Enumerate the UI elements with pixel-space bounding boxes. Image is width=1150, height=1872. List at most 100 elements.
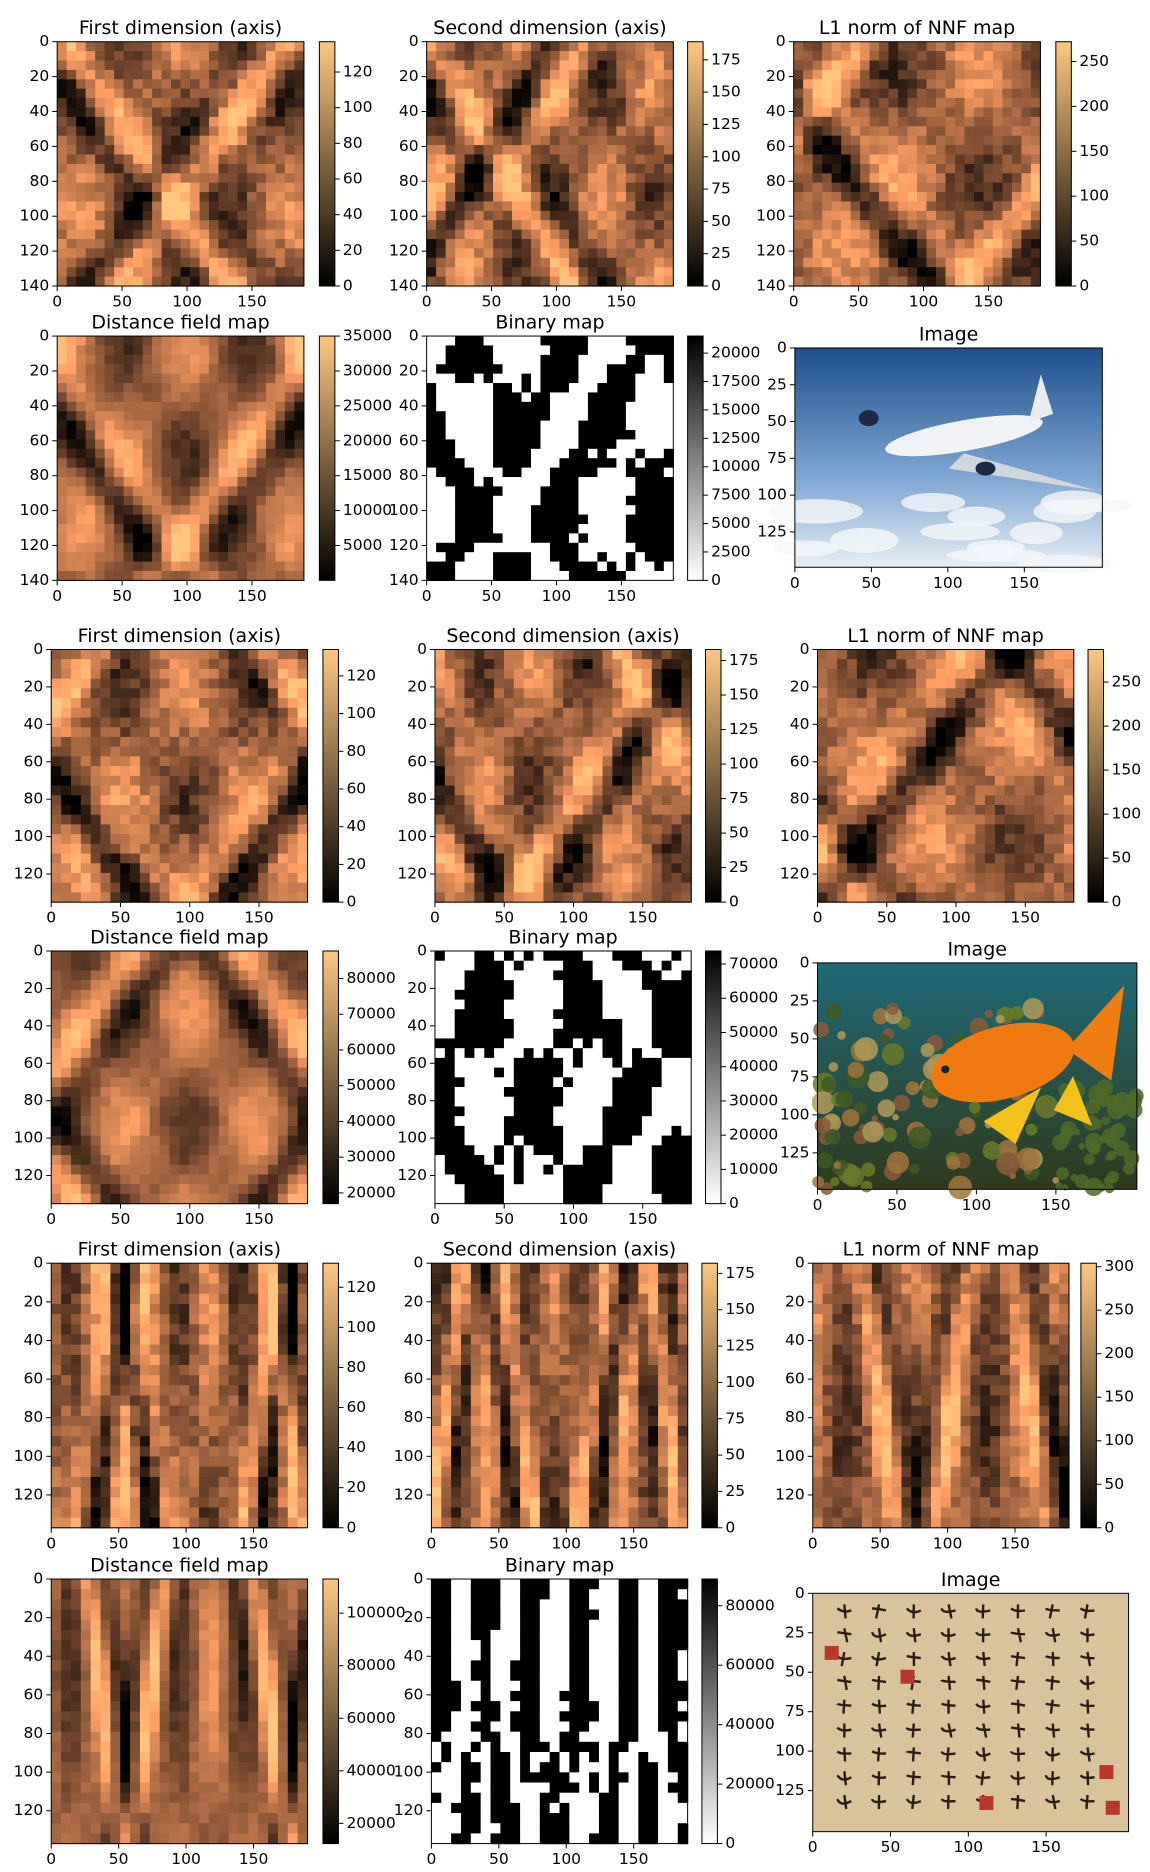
- heatmap-cell: [209, 659, 219, 669]
- photo-cloud: [1010, 522, 1063, 544]
- heatmap-cell: [190, 430, 200, 440]
- heatmap-cell: [681, 718, 691, 728]
- heatmap-cell: [524, 659, 534, 669]
- heatmap-cell: [841, 42, 851, 52]
- heatmap-cell: [597, 220, 607, 230]
- heatmap-cell: [1012, 117, 1022, 127]
- heatmap-cell: [652, 649, 662, 659]
- heatmap-cell: [124, 562, 134, 572]
- heatmap-cell: [285, 173, 295, 183]
- heatmap-cell: [588, 345, 598, 355]
- heatmap-cell: [635, 248, 645, 258]
- heatmap-cell: [200, 173, 210, 183]
- heatmap-cell: [143, 201, 153, 211]
- heatmap-cell: [1021, 267, 1031, 277]
- heatmap-cell: [105, 505, 115, 515]
- heatmap-cell: [635, 277, 645, 287]
- heatmap-cell: [522, 201, 532, 211]
- heatmap-cell: [654, 211, 664, 221]
- heatmap-cell: [803, 183, 813, 193]
- heatmap-cell: [474, 776, 484, 786]
- heatmap-cell: [573, 747, 583, 757]
- heatmap-cell: [652, 854, 662, 864]
- heatmap-cell: [152, 543, 162, 553]
- heatmap-cell: [531, 107, 541, 117]
- heatmap-cell: [247, 192, 257, 202]
- photo-cloud: [1033, 500, 1096, 523]
- heatmap-cell: [114, 345, 124, 355]
- heatmap-cell: [1012, 211, 1022, 221]
- heatmap-cell: [597, 42, 607, 52]
- heatmap-cell: [150, 805, 160, 815]
- heatmap-cell: [256, 345, 266, 355]
- x-tick-label: 100: [909, 293, 939, 311]
- heatmap-cell: [105, 411, 115, 421]
- x-tick-label: 150: [607, 293, 637, 311]
- heatmap-cell: [76, 355, 86, 365]
- heatmap-cell: [219, 795, 229, 805]
- heatmap-cell: [654, 430, 664, 440]
- heatmap-cell: [143, 211, 153, 221]
- heatmap-cell: [114, 392, 124, 402]
- heatmap-cell: [493, 533, 503, 543]
- heatmap-cell: [983, 220, 993, 230]
- heatmap-cell: [550, 430, 560, 440]
- heatmap-cell: [256, 458, 266, 468]
- heatmap-cell: [534, 883, 544, 893]
- heatmap-cell: [455, 248, 465, 258]
- heatmap-cell: [57, 496, 67, 506]
- heatmap-cell: [199, 892, 209, 902]
- heatmap-cell: [114, 402, 124, 412]
- heatmap-cell: [559, 164, 569, 174]
- heatmap-cell: [626, 79, 636, 89]
- heatmap-cell: [813, 277, 823, 287]
- heatmap-cell: [908, 220, 918, 230]
- heatmap-cell: [101, 844, 111, 854]
- heatmap-cell: [569, 524, 579, 534]
- heatmap-cell: [607, 51, 617, 61]
- heatmap-cell: [465, 98, 475, 108]
- heatmap-cell: [179, 766, 189, 776]
- heatmap-cell: [124, 364, 134, 374]
- heatmap-cell: [105, 496, 115, 506]
- heatmap-cell: [218, 248, 228, 258]
- heatmap-cell: [503, 345, 513, 355]
- heatmap-cell: [143, 355, 153, 365]
- heatmap-cell: [955, 277, 965, 287]
- heatmap-cell: [120, 815, 130, 825]
- subplot-title: Image: [919, 323, 979, 345]
- heatmap-cell: [436, 267, 446, 277]
- heatmap-cell: [209, 873, 219, 883]
- heatmap-cell: [803, 61, 813, 71]
- heatmap-cell: [435, 659, 445, 669]
- heatmap-cell: [150, 873, 160, 883]
- heatmap-cell: [228, 364, 238, 374]
- heatmap-cell: [199, 669, 209, 679]
- subplot-title: Second dimension (axis): [446, 625, 679, 647]
- heatmap-cell: [879, 211, 889, 221]
- heatmap-cell: [91, 795, 101, 805]
- heatmap-cell: [209, 515, 219, 525]
- heatmap-cell: [664, 51, 674, 61]
- heatmap-cell: [626, 154, 636, 164]
- heatmap-cell: [583, 669, 593, 679]
- heatmap-cell: [91, 873, 101, 883]
- heatmap-cell: [597, 486, 607, 496]
- heatmap-cell: [51, 727, 61, 737]
- heatmap-cell: [95, 364, 105, 374]
- heatmap-cell: [285, 543, 295, 553]
- heatmap-cell: [465, 737, 475, 747]
- heatmap-cell: [616, 70, 626, 80]
- heatmap-cell: [588, 515, 598, 525]
- heatmap-cell: [179, 718, 189, 728]
- heatmap-cell: [162, 383, 172, 393]
- heatmap-cell: [152, 220, 162, 230]
- heatmap-cell: [493, 211, 503, 221]
- heatmap-cell: [114, 61, 124, 71]
- heatmap-cell: [671, 786, 681, 796]
- heatmap-cell: [616, 154, 626, 164]
- heatmap-cell: [143, 496, 153, 506]
- heatmap-cell: [908, 89, 918, 99]
- heatmap-cell: [190, 107, 200, 117]
- heatmap-cell: [603, 844, 613, 854]
